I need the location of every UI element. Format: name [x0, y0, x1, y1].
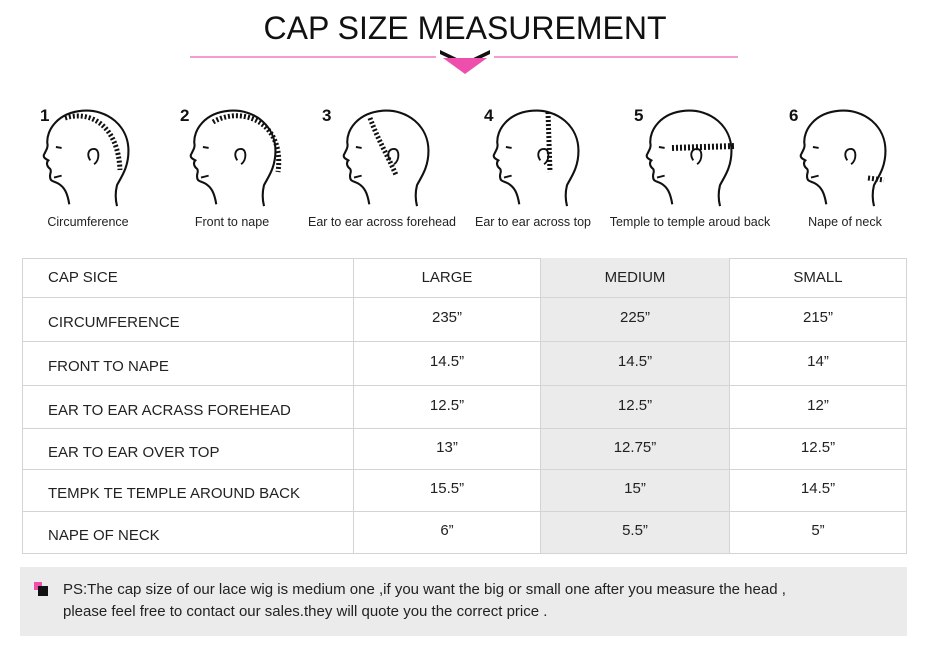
note-line: PS:The cap size of our lace wig is mediu… [63, 581, 786, 598]
note-line: please feel free to contact our sales.th… [63, 603, 548, 620]
table-cell: 14.5” [541, 342, 730, 386]
step-number: 3 [322, 106, 332, 125]
table-cell: EAR TO EAR ACRASS FOREHEAD [22, 386, 354, 429]
step-label: Nape of neck [808, 215, 882, 229]
table-frame [22, 258, 907, 554]
table-cell: 215” [730, 298, 907, 342]
table-cell: 12” [730, 386, 907, 429]
step-number: 6 [789, 106, 799, 125]
step-label: Front to nape [194, 215, 270, 229]
table-cell: 14.5” [354, 342, 541, 386]
table-cell: 5” [730, 512, 907, 554]
step-label: Ear to ear across top [474, 215, 592, 229]
step-label: Temple to temple aroud back [609, 215, 771, 229]
table-cell: CIRCUMFERENCE [22, 298, 354, 342]
step-label: Circumference [47, 215, 129, 229]
step-number: 1 [40, 106, 50, 125]
table-cell: 12.5” [354, 386, 541, 429]
table-header-cell: SMALL [730, 258, 907, 298]
step-number: 2 [180, 106, 190, 125]
title: CAP SIZE MEASUREMENT [263, 10, 667, 46]
table-header-cell: MEDIUM [541, 258, 730, 298]
table-cell: NAPE OF NECK [22, 512, 354, 554]
note-icon [38, 586, 48, 596]
table-cell: 225” [541, 298, 730, 342]
table-cell: 14.5” [730, 470, 907, 512]
table-header-cell: LARGE [354, 258, 541, 298]
table-cell: 15.5” [354, 470, 541, 512]
illustrations [42, 109, 887, 208]
table-cell: 12.75” [541, 429, 730, 470]
table-cell: TEMPK TE TEMPLE AROUND BACK [22, 470, 354, 512]
step-label: Ear to ear across forehead [308, 215, 456, 229]
decor [42, 50, 887, 208]
step-number: 4 [484, 106, 494, 125]
table-cell: 5.5” [541, 512, 730, 554]
table-cell: 14” [730, 342, 907, 386]
table-cell: EAR TO EAR OVER TOP [22, 429, 354, 470]
table-cell: FRONT TO NAPE [22, 342, 354, 386]
table-header-cell: CAP SICE [22, 258, 354, 298]
table-cell: 12.5” [730, 429, 907, 470]
table-cell: 235” [354, 298, 541, 342]
table-cell: 12.5” [541, 386, 730, 429]
table-cell: 6” [354, 512, 541, 554]
step-number: 5 [634, 106, 644, 125]
table-cell: 15” [541, 470, 730, 512]
note-box [20, 567, 907, 636]
table-cell: 13” [354, 429, 541, 470]
